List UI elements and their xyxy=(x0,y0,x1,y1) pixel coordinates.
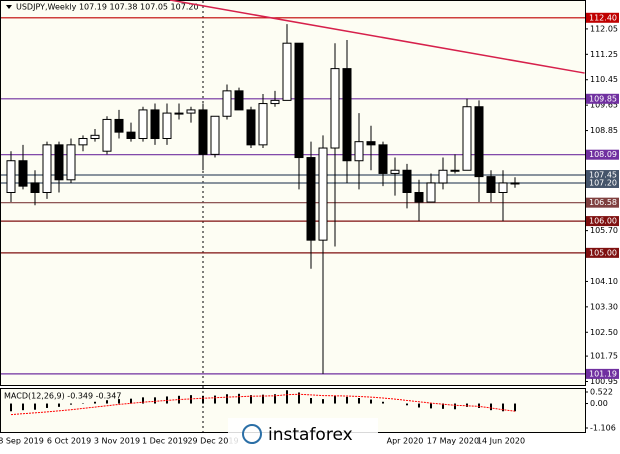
level-label: 112.40 xyxy=(589,13,617,22)
candle-body xyxy=(198,109,208,155)
y-tick-label: 101.75 xyxy=(590,352,618,361)
level-label-box xyxy=(586,197,619,208)
candle-body xyxy=(222,90,232,117)
y-tick-label: 0.00 xyxy=(590,399,608,408)
watermark-bg xyxy=(228,418,378,450)
candle-body xyxy=(414,192,424,203)
x-tick-label: Apr 2020 xyxy=(387,437,424,446)
level-label-box xyxy=(586,170,619,181)
candle-body xyxy=(378,144,388,174)
y-tick-label: 100.95 xyxy=(590,377,618,386)
y-tick-label: 102.50 xyxy=(590,328,618,337)
candle-body xyxy=(342,68,352,162)
candle-body xyxy=(114,118,124,133)
watermark: instaforex xyxy=(228,418,378,450)
candle-body xyxy=(246,109,256,146)
title-icon xyxy=(6,5,12,9)
level-label: 108.09 xyxy=(589,150,617,159)
candle-body xyxy=(258,103,268,146)
candle-body xyxy=(174,112,184,115)
x-tick-label: 6 Oct 2019 xyxy=(47,437,91,446)
candle-body xyxy=(294,42,304,159)
candle-body xyxy=(354,141,364,162)
level-label: 106.00 xyxy=(589,217,617,226)
candle-body xyxy=(102,118,112,152)
level-label: 106.58 xyxy=(589,198,617,207)
candle-body xyxy=(186,109,196,114)
level-label-box xyxy=(586,216,619,227)
x-tick-label: 8 Sep 2019 xyxy=(0,437,44,446)
candle-body xyxy=(450,169,460,172)
candle-body xyxy=(210,115,220,155)
candle-body xyxy=(162,112,172,139)
candle-body xyxy=(150,109,160,139)
x-tick-label: 29 Dec 2019 xyxy=(187,437,238,446)
y-tick-label: 110.45 xyxy=(590,75,618,84)
trendline xyxy=(169,0,585,74)
y-tick-label: 104.10 xyxy=(590,277,618,286)
level-label: 107.45 xyxy=(589,171,617,180)
y-tick-label: 0.522 xyxy=(590,387,613,396)
candle-body xyxy=(282,42,292,101)
signal-line xyxy=(10,393,516,416)
candle-body xyxy=(138,109,148,139)
level-label: 105.00 xyxy=(589,248,617,257)
candle-body xyxy=(78,137,88,146)
y-tick-label: 108.85 xyxy=(590,126,618,135)
candle-body xyxy=(66,144,76,181)
candle-body xyxy=(90,134,100,139)
level-label: 107.20 xyxy=(589,178,617,187)
candle-body xyxy=(366,141,376,146)
chart-title: USDJPY,Weekly 107.19 107.38 107.05 107.2… xyxy=(16,3,199,12)
x-tick-label: 3 Nov 2019 xyxy=(94,437,140,446)
candle-body xyxy=(390,169,400,174)
y-tick-label: 111.25 xyxy=(590,50,618,59)
candle-body xyxy=(330,68,340,149)
price-panel xyxy=(0,0,586,386)
level-label-box xyxy=(586,368,619,379)
x-tick-label: 14 Jun 2020 xyxy=(477,437,525,446)
candle-body xyxy=(30,182,40,193)
candle-body xyxy=(270,99,280,105)
candle-body xyxy=(234,90,244,111)
x-tick-label: 1 Dec 2019 xyxy=(142,437,188,446)
candle-body xyxy=(426,182,436,203)
candle-body xyxy=(318,147,328,241)
y-tick-label: 103.30 xyxy=(590,302,618,311)
x-tick-label: 17 May 2020 xyxy=(427,437,479,446)
candle-body xyxy=(6,160,16,194)
candle-body xyxy=(402,169,412,193)
candle-body xyxy=(438,169,448,184)
candle-body xyxy=(54,144,64,181)
watermark-icon xyxy=(242,424,262,444)
candle-body xyxy=(42,144,52,193)
watermark-text: instaforex xyxy=(268,425,353,445)
level-label: 101.19 xyxy=(589,369,617,378)
candle-body xyxy=(306,157,316,241)
candle-body xyxy=(498,182,508,193)
candle-body xyxy=(510,182,520,185)
level-label-box xyxy=(586,177,619,188)
y-tick-label: 109.65 xyxy=(590,101,618,110)
level-label-box xyxy=(586,149,619,160)
level-label: 109.85 xyxy=(589,94,617,103)
candle-body xyxy=(486,176,496,193)
level-label-box xyxy=(586,12,619,23)
y-tick-label: 105.70 xyxy=(590,226,618,235)
candle-body xyxy=(126,131,136,139)
macd-title: MACD(12,26,9) -0.349 -0.347 xyxy=(4,392,121,401)
level-label-box xyxy=(586,93,619,104)
candle-body xyxy=(474,106,484,178)
candle-body xyxy=(462,106,472,171)
candle-body xyxy=(18,160,28,187)
level-label-box xyxy=(586,247,619,258)
y-tick-label: 112.05 xyxy=(590,24,618,33)
y-tick-label: -1.106 xyxy=(590,423,616,432)
